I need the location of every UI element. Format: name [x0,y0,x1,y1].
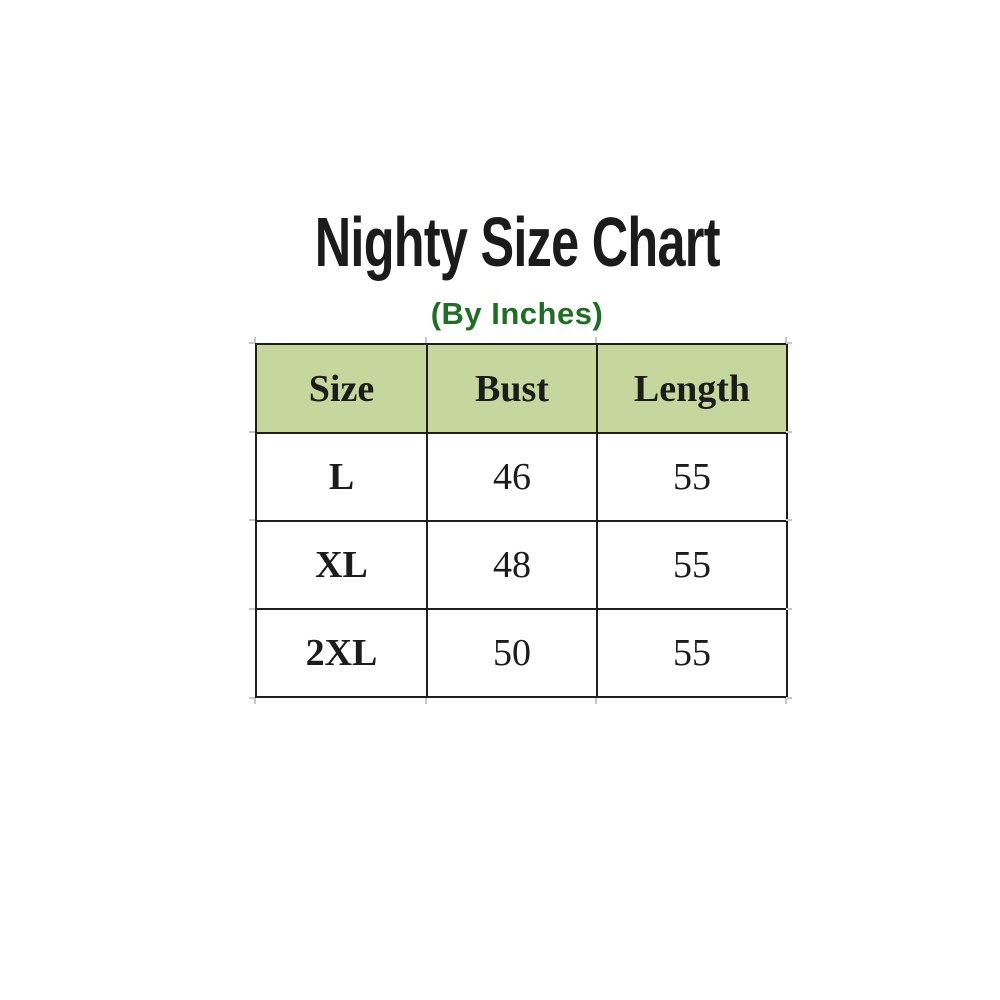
gridline-stub [249,608,255,610]
table-header-row: Size Bust Length [255,343,788,434]
gridline-stub [786,697,792,699]
units-subtitle: (By Inches) [430,296,604,331]
gridline-stub [786,519,792,521]
table-row: XL 48 55 [255,520,788,610]
cell-size: L [255,432,428,522]
cell-bust: 48 [426,520,598,610]
gridline-stub [249,519,255,521]
subtitle-row: (By Inches) [17,296,1000,332]
cell-length: 55 [596,520,788,610]
cell-bust: 46 [426,432,598,522]
col-header-bust: Bust [426,343,598,434]
table-row: L 46 55 [255,432,788,522]
page-title: Nighty Size Chart [314,203,720,281]
gridline-stub [249,431,255,433]
table-row: 2XL 50 55 [255,608,788,698]
gridline-stub [249,342,255,344]
gridline-stub [595,698,597,704]
size-table-grid: Size Bust Length L 46 55 XL 48 55 2XL [255,343,788,698]
gridline-stub [786,431,792,433]
cell-size: XL [255,520,428,610]
gridline-stub [786,608,792,610]
gridline-stub [425,698,427,704]
size-table: Size Bust Length L 46 55 XL 48 55 2XL [249,337,792,704]
cell-size: 2XL [255,608,428,698]
col-header-size: Size [255,343,428,434]
gridline-stub [249,697,255,699]
gridline-stub [595,337,597,343]
gridline-stub [785,698,787,704]
title-row: Nighty Size Chart [17,204,1000,281]
cell-length: 55 [596,432,788,522]
gridline-stub [254,698,256,704]
gridline-stub [785,337,787,343]
gridline-stub [254,337,256,343]
gridline-stub [786,342,792,344]
gridline-stub [425,337,427,343]
col-header-length: Length [596,343,788,434]
cell-length: 55 [596,608,788,698]
cell-bust: 50 [426,608,598,698]
